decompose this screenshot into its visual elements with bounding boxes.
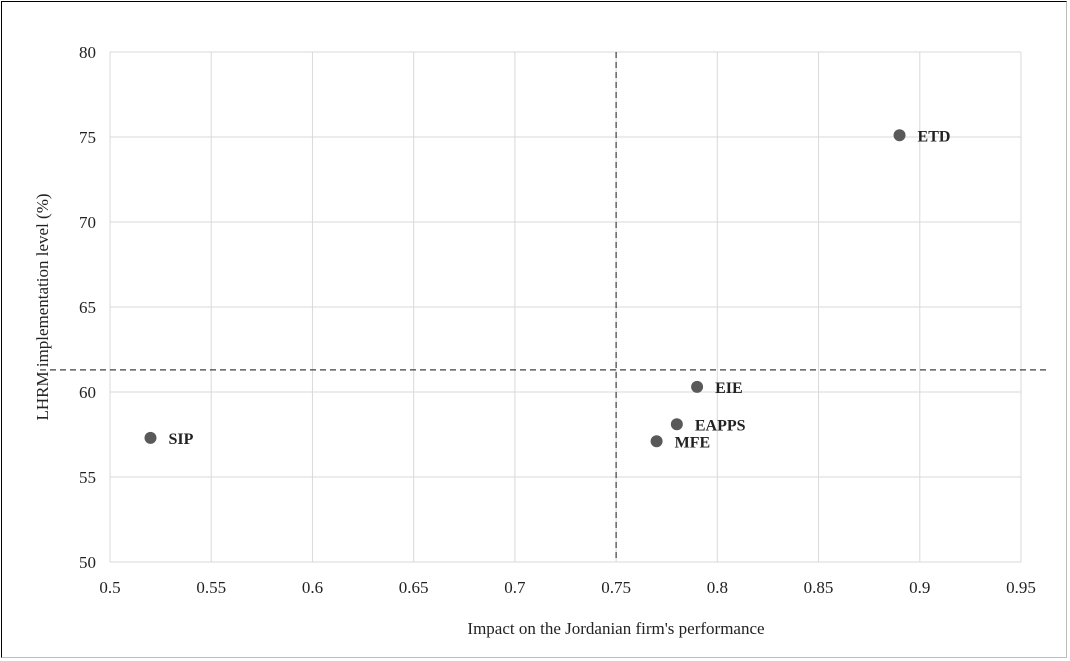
- y-tick-label: 50: [79, 553, 96, 572]
- data-point-eapps: [670, 418, 683, 431]
- x-tick-label: 0.95: [1006, 578, 1036, 597]
- y-axis-label: LHRM implementation level (%): [33, 193, 52, 420]
- y-tick-label: 80: [79, 43, 96, 62]
- point-label-etd: ETD: [918, 128, 951, 145]
- x-axis-label: Impact on the Jordanian firm's performan…: [467, 619, 764, 638]
- grid-lines: [109, 51, 1022, 563]
- y-tick-label: 60: [79, 383, 96, 402]
- y-tick-label: 55: [79, 468, 96, 487]
- reference-lines: [40, 52, 1050, 562]
- data-point-mfe: [650, 435, 663, 448]
- tick-labels: 0.5 0.55 0.6 0.65 0.7 0.75 0.8 0.85 0.9 0.95 50 55 6…: [79, 43, 1036, 597]
- point-label-eie: EIE: [715, 380, 743, 397]
- x-tick-label: 0.75: [601, 578, 631, 597]
- data-point-eie: [691, 380, 704, 393]
- point-label-sip: SIP: [168, 431, 193, 448]
- point-label-eapps: EAPPS: [695, 417, 746, 434]
- x-tick-label: 0.6: [302, 578, 323, 597]
- x-tick-label: 0.85: [804, 578, 834, 597]
- x-tick-label: 0.7: [504, 578, 526, 597]
- y-tick-label: 75: [79, 128, 96, 147]
- data-point-etd: [893, 129, 906, 142]
- x-tick-label: 0.9: [909, 578, 930, 597]
- x-tick-label: 0.5: [99, 578, 120, 597]
- x-tick-label: 0.55: [196, 578, 226, 597]
- x-tick-label: 0.8: [707, 578, 728, 597]
- y-tick-label: 65: [79, 298, 96, 317]
- data-point-sip: [144, 431, 157, 444]
- x-tick-label: 0.65: [399, 578, 429, 597]
- y-tick-label: 70: [79, 213, 96, 232]
- point-label-mfe: MFE: [675, 434, 711, 451]
